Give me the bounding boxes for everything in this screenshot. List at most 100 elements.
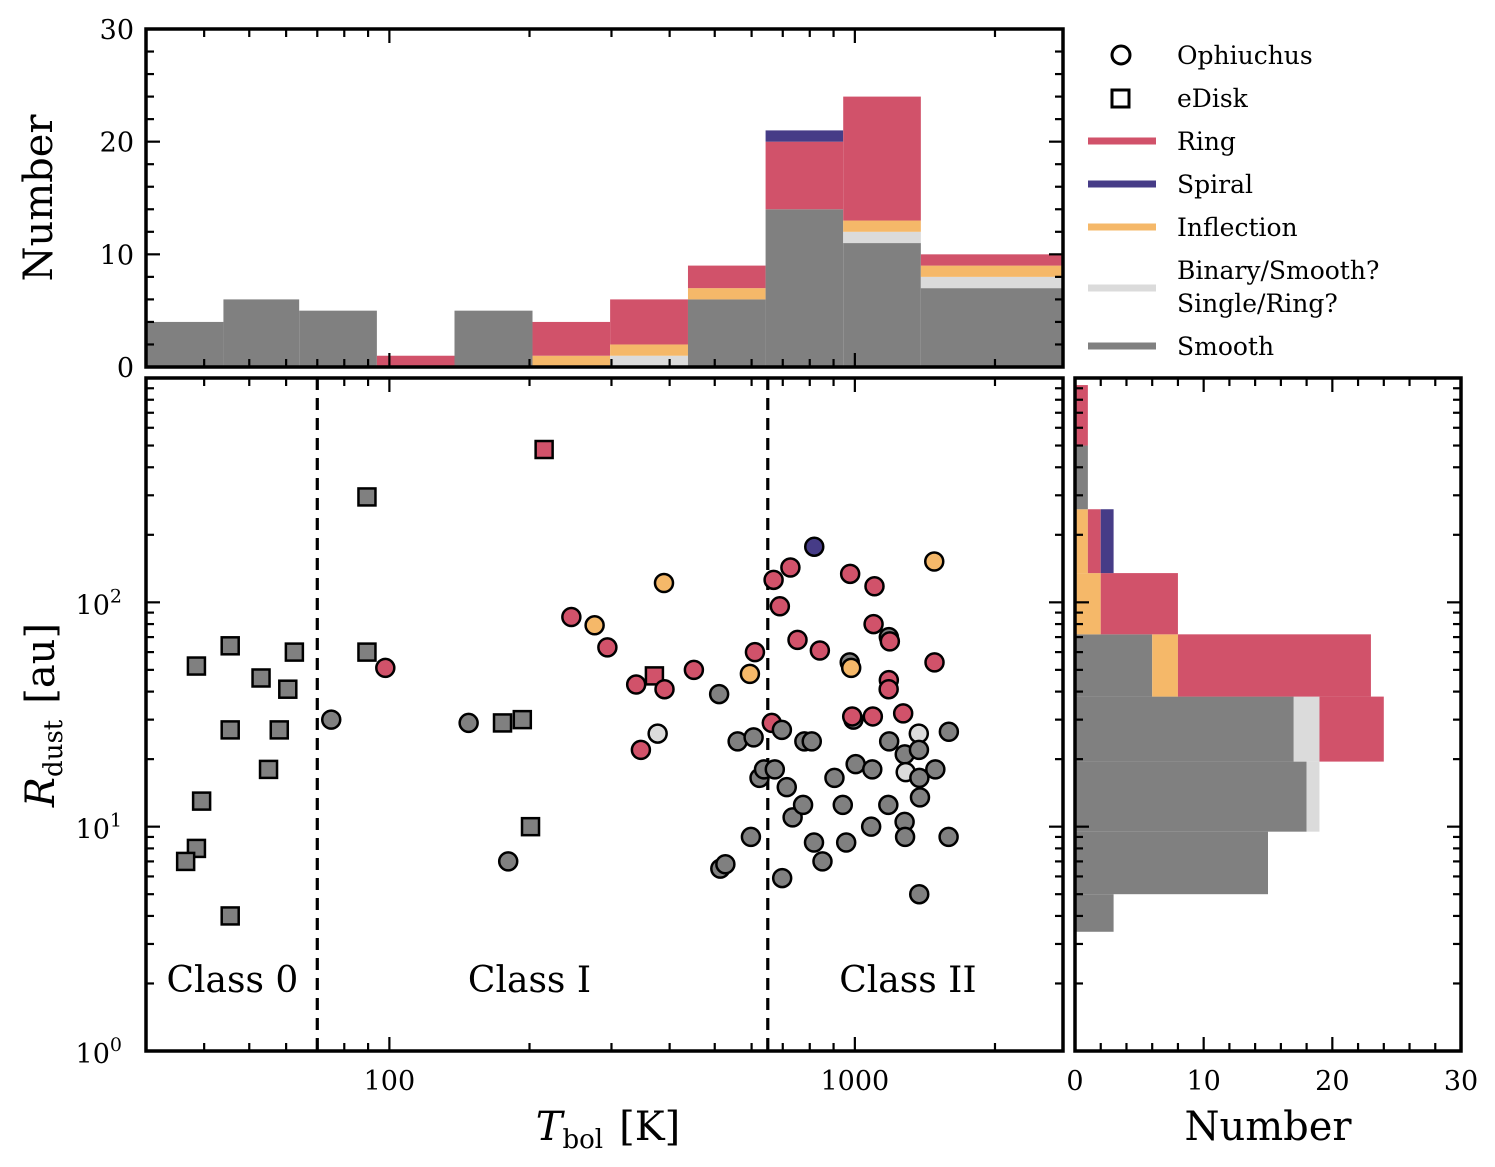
ophiuchus-point-smooth: [740, 826, 762, 848]
ophiuchus-point-ring: [625, 674, 647, 695]
right-bar-inflection-4: [1152, 634, 1178, 697]
legend-edisk-marker: [1110, 88, 1131, 109]
top-ytick-label: 20: [100, 128, 134, 159]
edisk-point-smooth: [191, 791, 212, 811]
ophiuchus-point-smooth: [909, 787, 931, 808]
ophiuchus-point-ring: [841, 706, 863, 727]
ophiuchus-point-ring: [878, 678, 899, 700]
main-xtick-label-1000: 1000: [821, 1066, 890, 1097]
right-xtick-label: 30: [1444, 1066, 1478, 1097]
ophiuchus-point-smooth: [801, 731, 823, 752]
top-bar-ring-7: [687, 265, 766, 289]
top-bar-smooth-10: [920, 288, 1063, 367]
edisk-point-smooth: [220, 636, 240, 656]
edisk-point-ring: [534, 439, 554, 460]
legend-binary-smooth--label: Binary/Smooth?: [1177, 256, 1379, 285]
top-bar-smooth-1: [223, 299, 300, 367]
ophiuchus-point-binary: [647, 723, 668, 744]
ophiuchus-point-smooth: [860, 816, 882, 837]
right-histogram-panel: 0 10 20 30: [1066, 376, 1478, 1097]
ophiuchus-point-smooth: [835, 832, 857, 853]
ophiuchus-point-smooth: [743, 727, 764, 748]
ophiuchus-point-ring: [597, 637, 618, 658]
ophiuchus-point-smooth: [803, 832, 825, 853]
right-bar-smooth-1: [1075, 831, 1268, 895]
ophiuchus-point-ring: [654, 678, 675, 700]
edisk-point-smooth: [284, 642, 305, 662]
right-bar-ring-6: [1087, 509, 1101, 574]
ophiuchus-point-spiral: [803, 536, 825, 557]
ophiuchus-point-inflection: [840, 657, 862, 679]
ophiuchus-point-smooth: [938, 826, 959, 848]
legend: Ophiuchus eDisk Ring Spiral Inflection Binary…: [1088, 41, 1379, 361]
ophiuchus-point-ring: [744, 641, 766, 663]
legend-binary-smooth--label2: Single/Ring?: [1177, 289, 1338, 318]
ophiuchus-point-ring: [839, 563, 861, 585]
right-xtick-label: 0: [1066, 1066, 1083, 1097]
right-xlabel: Number: [1184, 1104, 1352, 1150]
ophiuchus-point-smooth: [894, 826, 916, 848]
main-ytick-label: 102: [76, 585, 122, 621]
edisk-point-smooth: [357, 487, 377, 507]
class-label-2: Class II: [839, 960, 976, 1001]
ophiuchus-point-smooth: [497, 851, 519, 872]
ophiuchus-point-ring: [862, 706, 884, 727]
legend-ophiuchus-label: Ophiuchus: [1177, 41, 1313, 70]
main-ylabel: Rdust[au]: [18, 623, 69, 808]
edisk-point-smooth: [520, 816, 541, 837]
edisk-point-smooth: [220, 720, 240, 740]
legend-edisk-label: eDisk: [1177, 84, 1249, 113]
ophiuchus-point-smooth: [708, 683, 730, 705]
legend-smooth-label: Smooth: [1177, 332, 1274, 361]
ophiuchus-point-ring: [879, 631, 901, 652]
top-bar-smooth-9: [843, 243, 921, 367]
top-bar-ring-10: [920, 254, 1063, 266]
top-bar-ring-5: [532, 321, 611, 356]
right-bar-ring-3: [1319, 696, 1384, 762]
class-label-0: Class 0: [166, 960, 298, 1001]
ophiuchus-point-ring: [630, 739, 652, 761]
top-bar-inflection-10: [920, 265, 1063, 277]
top-bar-smooth-7: [687, 299, 766, 367]
ophiuchus-point-ring: [863, 613, 884, 635]
top-histogram-panel: 0 10 20 30: [100, 15, 1065, 384]
top-bar-ring-3: [376, 355, 455, 367]
ophiuchus-point-smooth: [832, 794, 854, 816]
ophiuchus-point-smooth: [771, 867, 793, 889]
top-ytick-label: 0: [117, 353, 134, 384]
ophiuchus-point-smooth: [908, 739, 930, 761]
top-bar-ring-8: [765, 141, 844, 210]
class-label-1: Class I: [468, 960, 591, 1001]
ophiuchus-point-smooth: [909, 767, 930, 789]
top-bar-binary-10: [920, 276, 1063, 289]
ophiuchus-point-smooth: [458, 712, 479, 734]
ophiuchus-point-ring: [864, 575, 885, 597]
right-bar-ring-4: [1177, 634, 1371, 697]
edisk-point-smooth: [175, 851, 196, 872]
top-bar-smooth-8: [765, 209, 844, 367]
legend-spiral-label: Spiral: [1177, 170, 1253, 199]
top-bar-inflection-5: [532, 355, 611, 367]
right-bar-ring-5: [1100, 573, 1178, 635]
ophiuchus-point-inflection: [653, 572, 675, 594]
top-bar-inflection-7: [687, 288, 766, 300]
ophiuchus-point-ring: [769, 596, 791, 617]
edisk-point-smooth: [357, 642, 377, 662]
ophiuchus-point-smooth: [862, 759, 883, 780]
ophiuchus-point-ring: [763, 569, 784, 591]
ophiuchus-point-smooth: [925, 759, 946, 780]
edisk-point-smooth: [220, 906, 240, 926]
ophiuchus-point-smooth: [776, 776, 798, 798]
top-bar-inflection-9: [843, 220, 921, 232]
right-bar-ring-8: [1075, 385, 1088, 446]
ophiuchus-point-inflection: [584, 615, 605, 636]
legend-inflection-label: Inflection: [1177, 213, 1298, 242]
edisk-point-smooth: [258, 759, 279, 780]
ophiuchus-point-smooth: [878, 731, 900, 752]
top-bar-binary-9: [843, 231, 921, 244]
ophiuchus-point-ring: [787, 629, 808, 651]
top-ytick-label: 10: [100, 240, 134, 271]
ophiuchus-point-ring: [892, 703, 914, 724]
top-bar-smooth-0: [146, 321, 224, 367]
top-bar-smooth-4: [454, 310, 533, 367]
